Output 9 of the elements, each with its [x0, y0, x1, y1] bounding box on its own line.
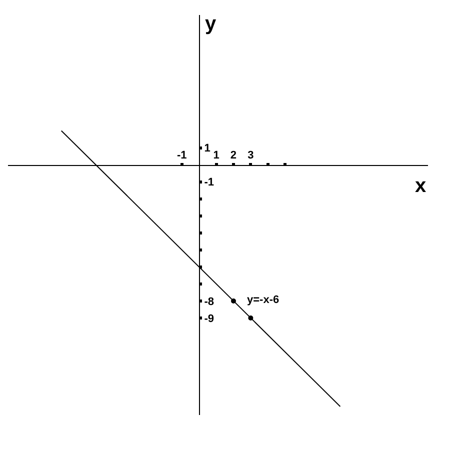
x-tick-label: -1: [176, 149, 187, 162]
y-axis-title: y: [205, 13, 217, 35]
x-axis-title: x: [415, 175, 426, 197]
x-tick-label: 2: [230, 149, 237, 162]
x-tick-label: 3: [248, 149, 254, 162]
y-tick-label: -8: [204, 296, 214, 308]
y-tick-label: -9: [204, 312, 214, 325]
y-tick-label: -1: [204, 176, 214, 189]
series-label: y=-x-6: [247, 294, 280, 306]
